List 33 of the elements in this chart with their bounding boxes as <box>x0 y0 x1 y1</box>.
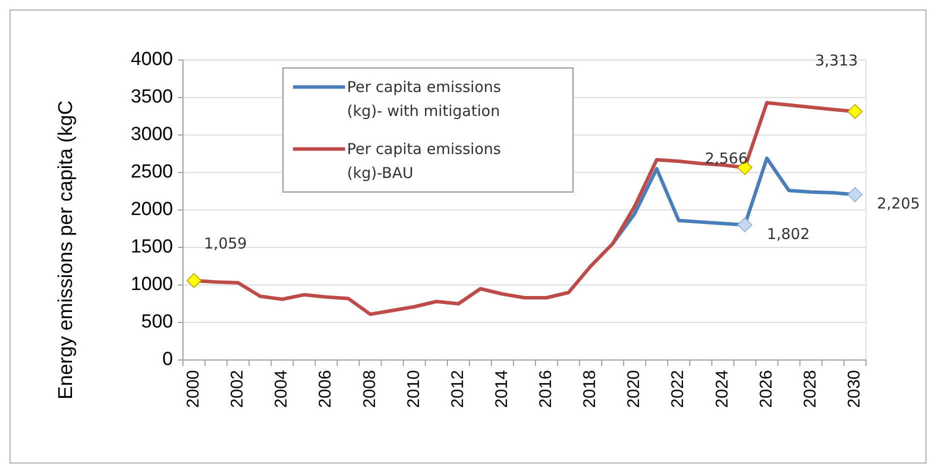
y-tick-label: 3500 <box>130 86 173 108</box>
x-tick-label: 2002 <box>228 370 247 408</box>
x-tick-label: 2020 <box>624 370 644 408</box>
data-label: 3,313 <box>814 52 858 70</box>
x-tick-label: 2030 <box>844 370 864 408</box>
x-tick-label: 2008 <box>360 370 379 408</box>
x-tick-label: 2018 <box>580 370 600 408</box>
data-label: 1,059 <box>204 234 247 253</box>
x-tick-label: 2000 <box>184 370 202 408</box>
x-tick-label: 2026 <box>756 370 776 408</box>
legend-label: Per capita emissions (kg)- with mitigation <box>347 78 502 120</box>
y-tick-label: 3000 <box>130 124 173 146</box>
x-tick-label: 2022 <box>668 370 688 408</box>
y-tick-label: 4000 <box>130 49 173 70</box>
x-tick-label: 2014 <box>492 370 511 408</box>
data-label: 1,802 <box>766 224 810 243</box>
x-tick-label: 2004 <box>272 370 291 408</box>
x-tick-label: 2006 <box>316 370 335 408</box>
x-tick-label: 2028 <box>800 370 820 408</box>
x-tick-label: 2024 <box>712 370 732 408</box>
legend-label: Per capita emissions (kg)-BAU <box>347 140 502 182</box>
y-tick-label: 2500 <box>130 162 173 183</box>
x-tick-label: 2012 <box>448 370 467 408</box>
x-tick-label: 2016 <box>536 370 556 408</box>
y-tick-label: 500 <box>141 312 173 333</box>
data-label: 2,566 <box>704 150 748 168</box>
x-tick-label: 2010 <box>404 370 423 408</box>
y-tick-label: 1500 <box>130 236 173 258</box>
y-tick-label: 1000 <box>130 274 173 296</box>
y-tick-label: 2000 <box>130 199 173 220</box>
y-axis-title: Energy emissions per capita (kgC <box>55 100 77 400</box>
y-tick-label: 0 <box>162 349 173 370</box>
data-label: 2,205 <box>876 194 920 213</box>
